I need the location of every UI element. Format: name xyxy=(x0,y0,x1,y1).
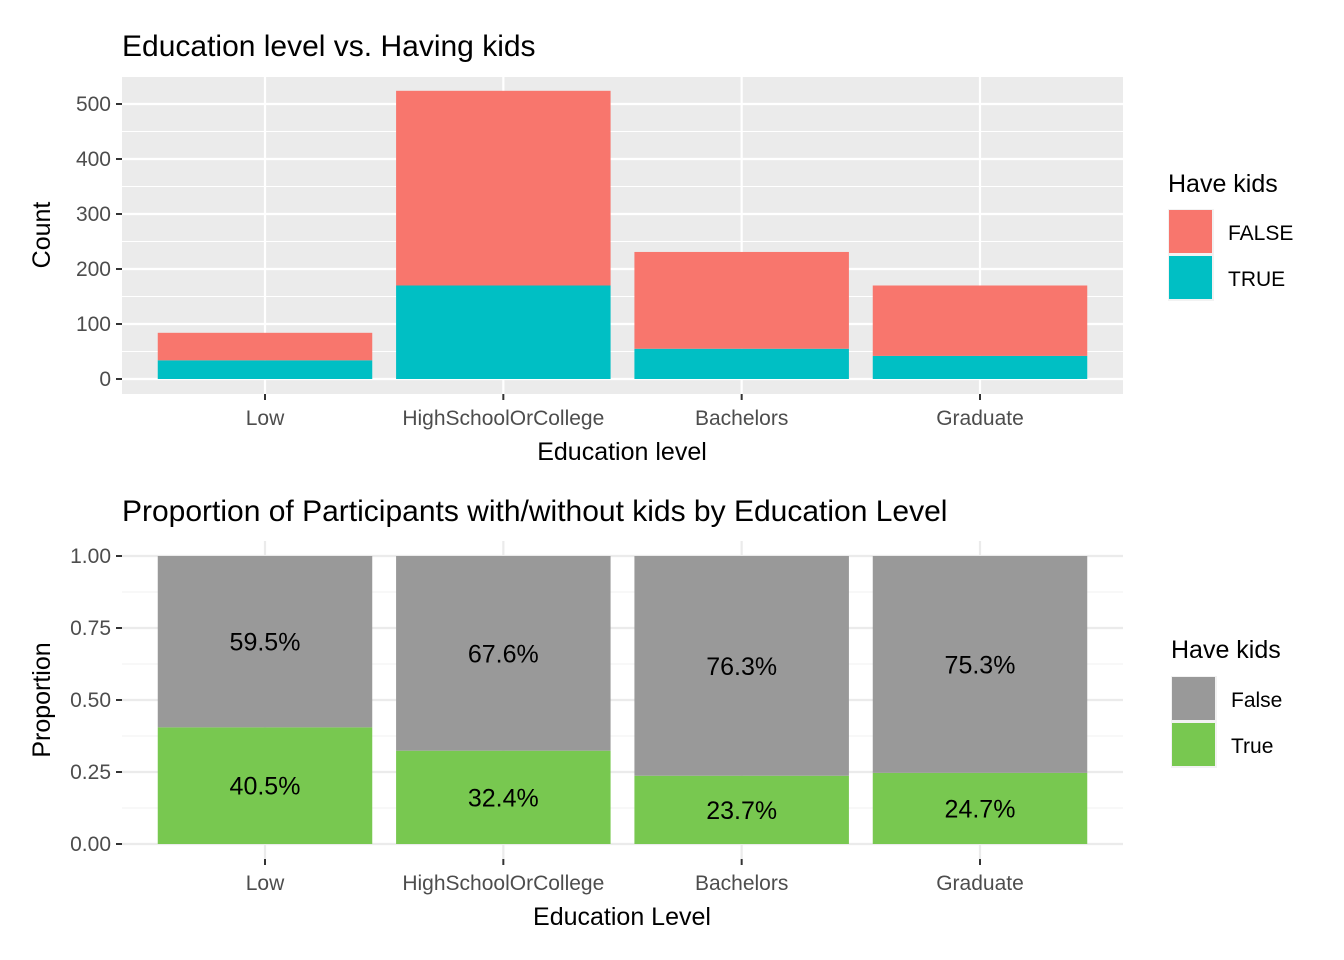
y-tick-label: 0 xyxy=(99,368,111,391)
bar-false-bachelors xyxy=(634,556,849,776)
bar-true-low xyxy=(157,727,373,844)
data-label: 75.3% xyxy=(945,651,1016,679)
bar-false-highschoolorcollege xyxy=(396,556,611,751)
data-label: 32.4% xyxy=(468,784,539,812)
legend-title: Have kids xyxy=(1168,170,1278,198)
legend-label: False xyxy=(1231,689,1282,712)
bar-false-low xyxy=(157,556,373,728)
legend-label: True xyxy=(1231,735,1273,758)
bar-true-highschoolorcollege xyxy=(396,750,611,844)
proportion-chart: Proportion of Participants with/without … xyxy=(28,495,1282,931)
y-tick-label: 300 xyxy=(76,203,111,226)
y-tick-label: 0.50 xyxy=(70,689,111,712)
legend-swatch xyxy=(1172,723,1215,766)
bar-true-graduate xyxy=(872,772,1088,844)
x-tick-label: Graduate xyxy=(936,872,1024,895)
legend: Have kids FALSE TRUE xyxy=(1168,170,1293,301)
legend-swatch xyxy=(1172,677,1215,720)
x-tick-label: HighSchoolOrCollege xyxy=(402,407,604,430)
bar-false-graduate xyxy=(872,556,1088,773)
y-axis-label: Count xyxy=(28,202,56,269)
bar-true-bachelors xyxy=(634,348,849,379)
x-tick-label: HighSchoolOrCollege xyxy=(402,872,604,895)
legend-swatch xyxy=(1169,256,1212,299)
bar-true-graduate xyxy=(872,355,1088,379)
x-tick-label: Bachelors xyxy=(695,872,788,895)
y-axis-label: Proportion xyxy=(28,642,56,757)
y-tick-label: 400 xyxy=(76,148,111,171)
y-tick-label: 0.75 xyxy=(70,617,111,640)
y-tick-label: 200 xyxy=(76,258,111,281)
y-tick-label: 500 xyxy=(76,93,111,116)
y-tick-label: 0.25 xyxy=(70,761,111,784)
data-label: 24.7% xyxy=(945,795,1016,823)
data-label: 23.7% xyxy=(706,797,777,825)
legend-title: Have kids xyxy=(1171,636,1281,664)
x-tick-label: Low xyxy=(246,407,285,430)
x-axis-label: Education level xyxy=(537,438,707,466)
y-tick-label: 100 xyxy=(76,313,111,336)
y-tick-label: 0.00 xyxy=(70,833,111,856)
bar-false-bachelors xyxy=(634,251,849,349)
bar-true-bachelors xyxy=(634,775,849,844)
count-chart: Education level vs. Having kids 0 100 200 3… xyxy=(28,30,1293,466)
bar-false-graduate xyxy=(872,285,1088,356)
x-tick-label: Low xyxy=(246,872,285,895)
data-label: 67.6% xyxy=(468,640,539,668)
bar-true-highschoolorcollege xyxy=(396,285,611,379)
bar-false-highschoolorcollege xyxy=(396,90,611,286)
x-tick-label: Graduate xyxy=(936,407,1024,430)
bar-true-low xyxy=(157,360,373,379)
x-tick-label: Bachelors xyxy=(695,407,788,430)
legend-label: FALSE xyxy=(1228,222,1293,245)
chart-title: Education level vs. Having kids xyxy=(122,30,536,63)
legend-label: TRUE xyxy=(1228,268,1285,291)
data-label: 76.3% xyxy=(706,653,777,681)
y-tick-label: 1.00 xyxy=(70,545,111,568)
x-axis-label: Education Level xyxy=(533,903,711,931)
legend-swatch xyxy=(1169,210,1212,253)
data-label: 59.5% xyxy=(230,629,301,657)
legend: Have kids False True xyxy=(1171,636,1282,768)
bar-false-low xyxy=(157,332,373,361)
chart-title: Proportion of Participants with/without … xyxy=(122,495,947,528)
data-label: 40.5% xyxy=(230,773,301,801)
